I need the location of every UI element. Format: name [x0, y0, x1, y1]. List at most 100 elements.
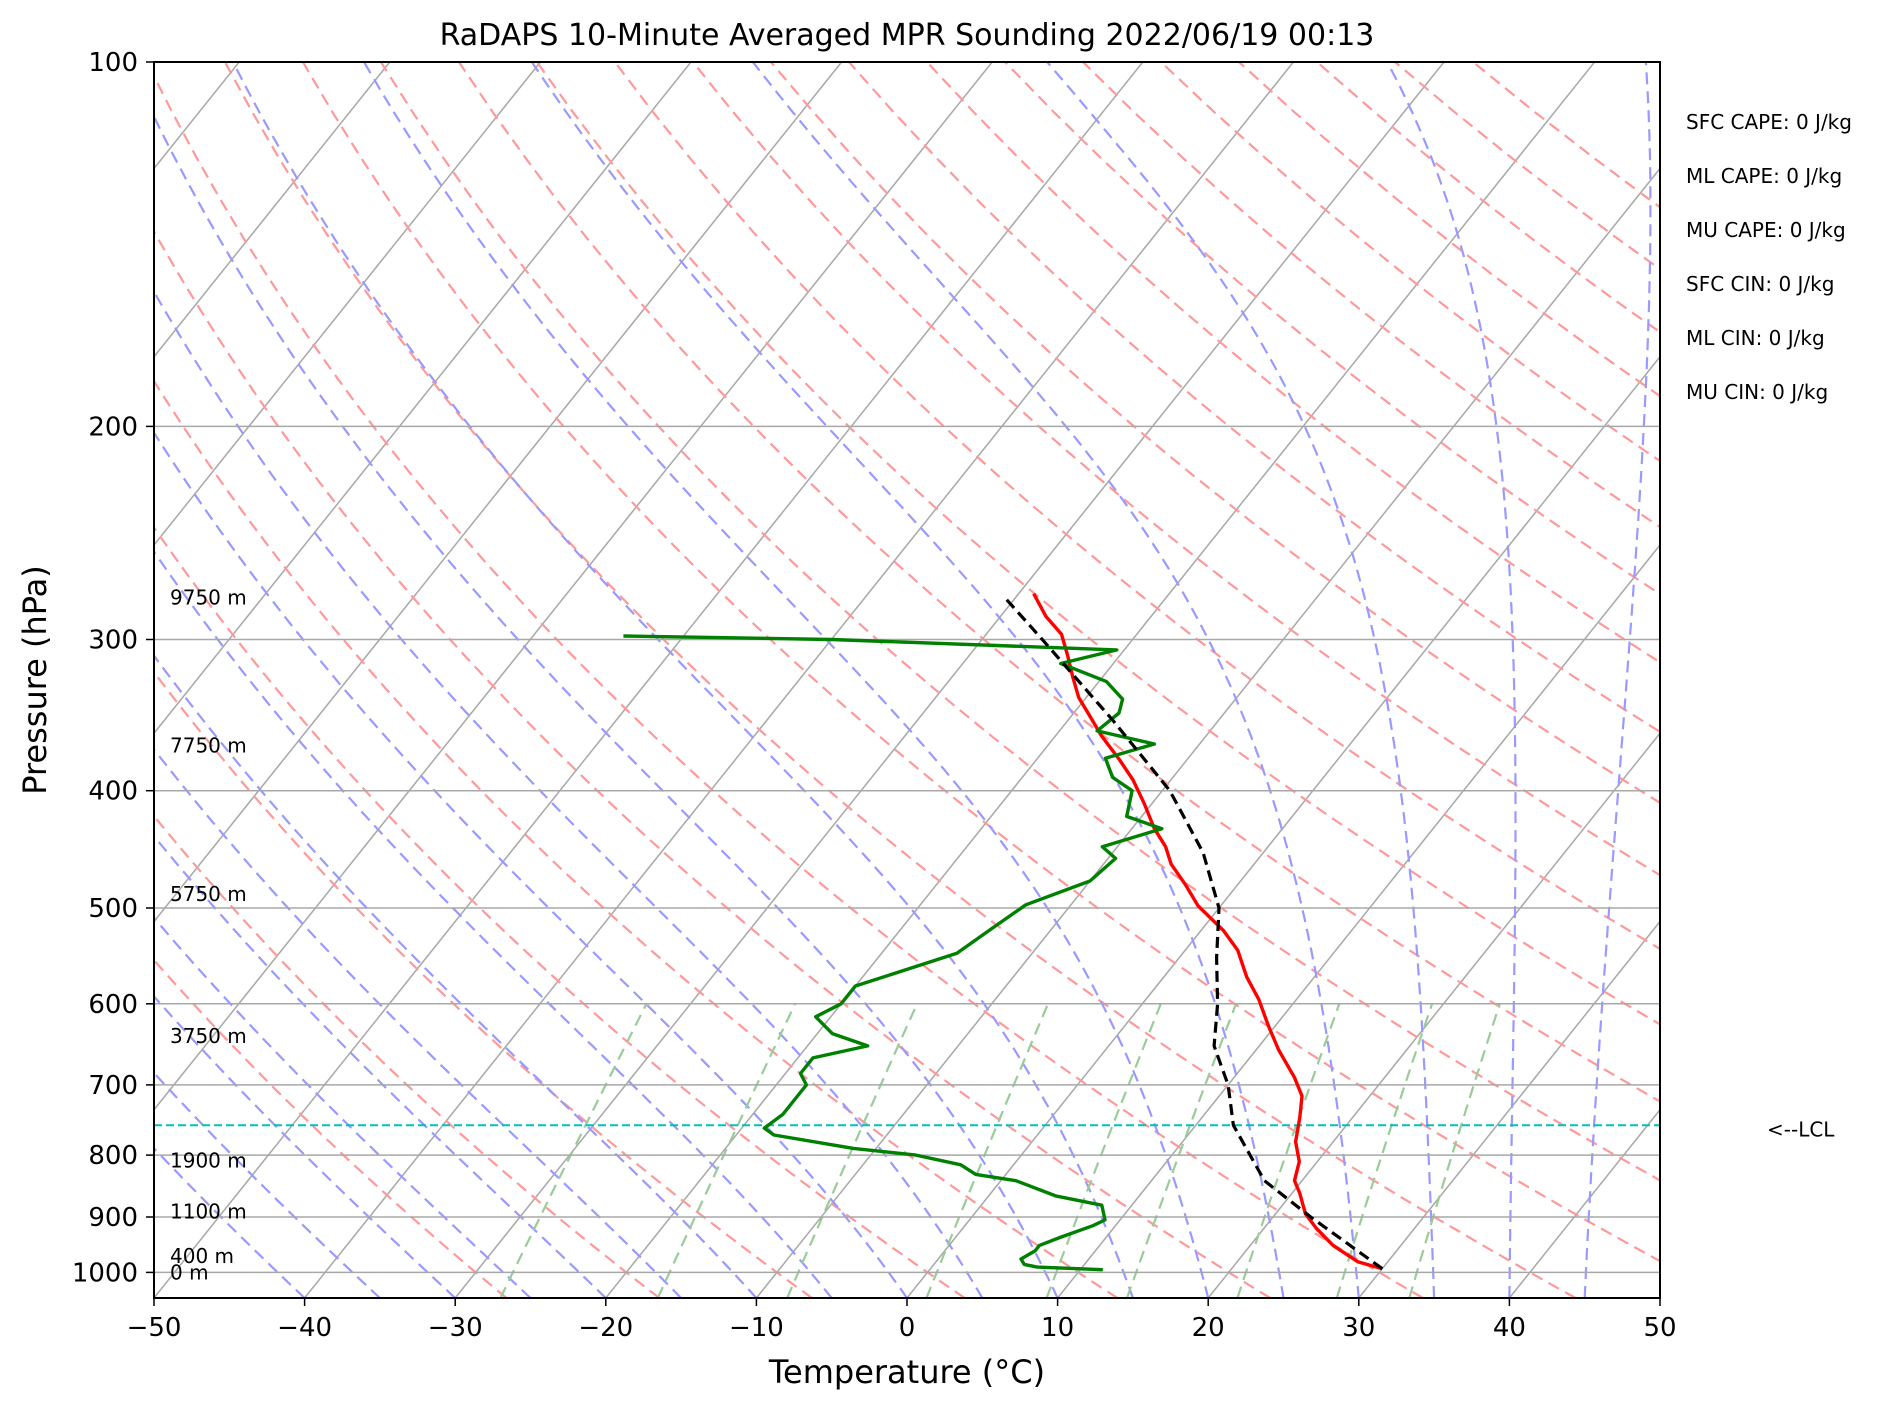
x-tick-label: 20 [1192, 1313, 1225, 1343]
dry-adiabat-line [154, 379, 1119, 1298]
moist-adiabat-line [154, 994, 456, 1298]
x-tick-label: −50 [127, 1313, 182, 1343]
height-label: 1900 m [170, 1148, 247, 1172]
dry-adiabat-line [154, 958, 508, 1298]
index-sfc-cin: SFC CIN: 0 J/kg [1686, 272, 1834, 296]
dry-adiabat-line [301, 62, 1660, 1263]
y-axis-ticks: 100 200 300 400 500 600 700 800 900 1000 [72, 48, 154, 1288]
x-tick-label: 40 [1493, 1313, 1526, 1343]
index-ml-cin: ML CIN: 0 J/kg [1686, 326, 1825, 350]
x-tick-label: 30 [1342, 1313, 1375, 1343]
y-axis-label: Pressure (hPa) [16, 565, 54, 795]
mixing-ratio-line [656, 1003, 797, 1298]
lcl-marker: <--LCL [154, 1117, 1835, 1141]
moist-adiabat-line [154, 747, 682, 1298]
x-tick-label: −10 [729, 1313, 784, 1343]
isotherm-line [906, 355, 1660, 1298]
height-label: 1100 m [170, 1200, 247, 1224]
isotherm-line [1207, 732, 1660, 1298]
isotherm-line [154, 62, 391, 358]
background-lines [154, 62, 1660, 1298]
y-tick-label: 500 [88, 894, 138, 924]
dry-adiabat-line [154, 229, 1271, 1298]
y-tick-label: 300 [88, 626, 138, 656]
height-label: 400 m [170, 1244, 234, 1268]
pressure-gridlines [154, 62, 1660, 1274]
isotherm-line [154, 62, 993, 1111]
dry-adiabat-line [154, 814, 660, 1298]
moist-adiabat-line [154, 653, 758, 1298]
dry-adiabat-line [379, 62, 1660, 1182]
y-tick-label: 600 [88, 990, 138, 1020]
x-tick-label: −40 [277, 1313, 332, 1343]
dry-adiabat-line [154, 670, 813, 1298]
moist-adiabat-line [1583, 62, 1652, 1298]
x-axis-ticks: −50 −40 −30 −20 −10 0 10 20 30 40 50 [127, 1298, 1677, 1343]
isotherm-line [1057, 543, 1660, 1298]
moist-adiabat-line [154, 114, 1059, 1298]
moist-adiabat-line [154, 1071, 381, 1298]
isotherm-line [154, 62, 1144, 1298]
y-tick-label: 100 [88, 48, 138, 78]
height-labels: 9750 m 7750 m 5750 m 3750 m 1900 m 1100 m 400 … [170, 586, 247, 1285]
mixing-ratio-line [786, 1003, 919, 1298]
x-tick-label: −30 [428, 1313, 483, 1343]
x-tick-label: −20 [578, 1313, 633, 1343]
dry-adiabat-line [223, 62, 1577, 1298]
stability-indices: SFC CAPE: 0 J/kg ML CAPE: 0 J/kg MU CAPE: … [1686, 110, 1852, 404]
x-tick-label: 10 [1041, 1313, 1074, 1343]
moist-adiabat-line [154, 1146, 306, 1298]
moist-adiabat-line [1046, 62, 1436, 1298]
moist-adiabat-line [363, 62, 1210, 1298]
moist-adiabat-line [154, 289, 984, 1298]
y-tick-label: 900 [88, 1203, 138, 1233]
index-mu-cin: MU CIN: 0 J/kg [1686, 380, 1828, 404]
x-tick-label: 0 [899, 1313, 916, 1343]
isotherm-line [755, 167, 1660, 1298]
mixing-ratio-line [925, 1003, 1050, 1298]
height-label: 9750 m [170, 586, 247, 610]
moist-adiabat-line [154, 430, 908, 1298]
dry-adiabat-line [154, 525, 966, 1298]
moist-adiabat-line [154, 549, 833, 1298]
dry-adiabat-line [692, 62, 1660, 877]
mixing-ratio-line [1335, 1003, 1434, 1298]
x-tick-label: 50 [1643, 1313, 1676, 1343]
lcl-label: <--LCL [1767, 1117, 1835, 1141]
moist-adiabat-line [154, 834, 607, 1298]
y-tick-label: 800 [88, 1141, 138, 1171]
parcel-line [1005, 598, 1384, 1270]
isotherm-line [454, 62, 1445, 1298]
y-tick-label: 400 [88, 777, 138, 807]
temperature-line [1032, 592, 1383, 1271]
moist-adiabat-line [751, 62, 1360, 1298]
isotherm-line [1358, 920, 1660, 1298]
dry-adiabat-line [457, 62, 1660, 1103]
index-sfc-cape: SFC CAPE: 0 J/kg [1686, 110, 1852, 134]
height-label: 5750 m [170, 882, 247, 906]
height-label: 0 m [170, 1260, 209, 1284]
mixing-ratio-line [1408, 1003, 1501, 1298]
mixing-ratio-line [1045, 1003, 1162, 1298]
mixing-ratio-line [1236, 1003, 1341, 1298]
height-label: 3750 m [170, 1024, 247, 1048]
y-tick-label: 200 [88, 412, 138, 442]
index-ml-cape: ML CAPE: 0 J/kg [1686, 164, 1842, 188]
chart-title: RaDAPS 10-Minute Averaged MPR Sounding 2… [440, 18, 1375, 53]
y-tick-label: 700 [88, 1071, 138, 1101]
isotherm-line [154, 62, 692, 735]
mixing-ratio-line [499, 1003, 648, 1298]
moist-adiabat-line [154, 916, 532, 1298]
height-label: 7750 m [170, 733, 247, 757]
moist-adiabat-line [530, 62, 1285, 1298]
dry-adiabat-line [614, 62, 1660, 951]
y-tick-label: 1000 [72, 1258, 138, 1288]
moist-adiabat-line [1386, 62, 1517, 1298]
dewpoint-line [623, 634, 1164, 1272]
dry-adiabat-line [154, 73, 1424, 1298]
x-axis-label: Temperature (°C) [768, 1353, 1045, 1391]
isotherm-line [154, 62, 843, 923]
isotherm-line [154, 62, 541, 547]
